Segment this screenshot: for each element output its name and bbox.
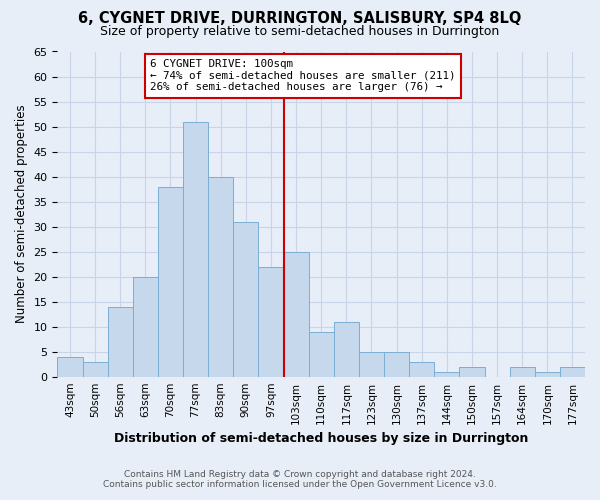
Bar: [409, 362, 434, 376]
Text: Size of property relative to semi-detached houses in Durrington: Size of property relative to semi-detach…: [100, 25, 500, 38]
Bar: [208, 176, 233, 376]
Text: Contains HM Land Registry data © Crown copyright and database right 2024.
Contai: Contains HM Land Registry data © Crown c…: [103, 470, 497, 489]
Y-axis label: Number of semi-detached properties: Number of semi-detached properties: [15, 105, 28, 324]
Bar: [384, 352, 409, 376]
Bar: [535, 372, 560, 376]
Text: 6 CYGNET DRIVE: 100sqm
← 74% of semi-detached houses are smaller (211)
26% of se: 6 CYGNET DRIVE: 100sqm ← 74% of semi-det…: [151, 59, 456, 92]
Bar: [359, 352, 384, 376]
Bar: [58, 356, 83, 376]
Bar: [509, 366, 535, 376]
Bar: [284, 252, 308, 376]
Bar: [158, 186, 183, 376]
Bar: [560, 366, 585, 376]
Bar: [233, 222, 259, 376]
Bar: [107, 306, 133, 376]
Bar: [460, 366, 485, 376]
Bar: [434, 372, 460, 376]
Bar: [183, 122, 208, 376]
Bar: [83, 362, 107, 376]
Text: 6, CYGNET DRIVE, DURRINGTON, SALISBURY, SP4 8LQ: 6, CYGNET DRIVE, DURRINGTON, SALISBURY, …: [79, 11, 521, 26]
Bar: [334, 322, 359, 376]
Bar: [259, 266, 284, 376]
Bar: [308, 332, 334, 376]
Bar: [133, 276, 158, 376]
X-axis label: Distribution of semi-detached houses by size in Durrington: Distribution of semi-detached houses by …: [114, 432, 529, 445]
